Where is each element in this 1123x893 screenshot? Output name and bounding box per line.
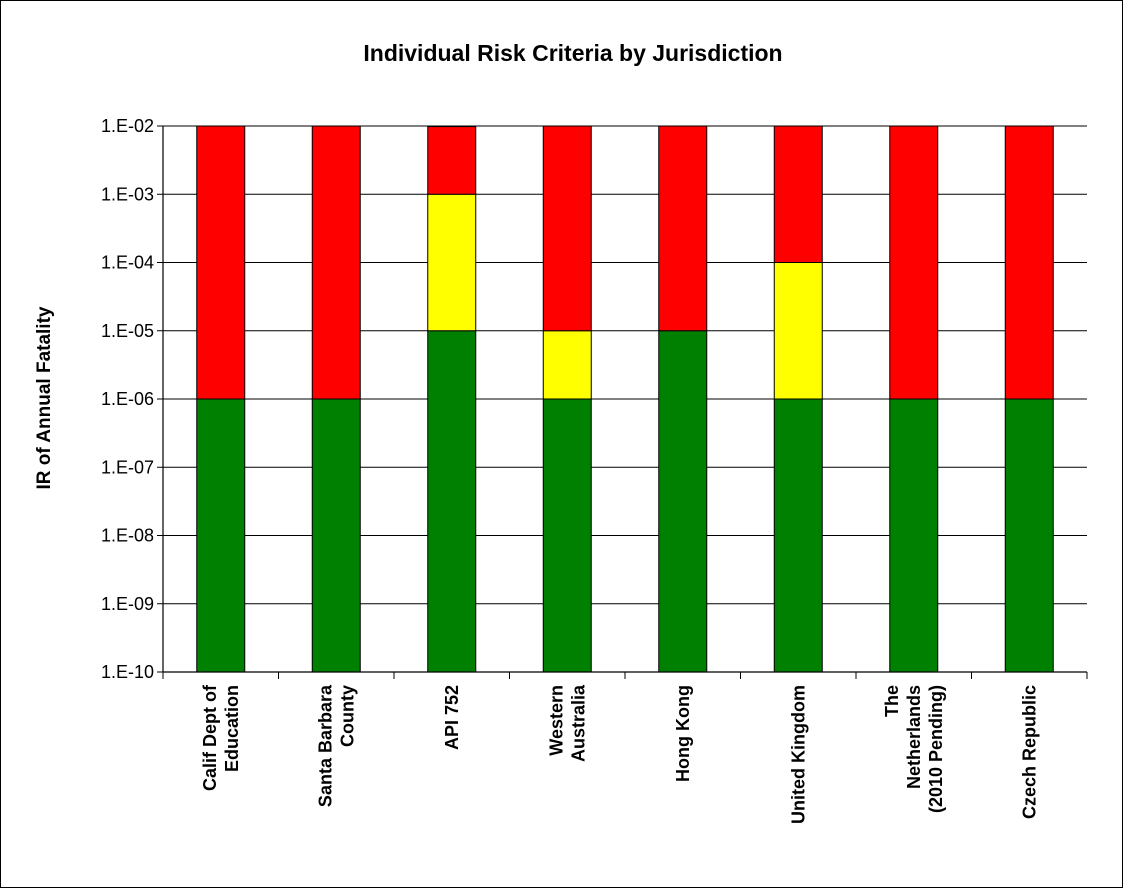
x-tick-label-line: Santa Barbara	[315, 684, 335, 807]
bar-segment	[890, 126, 938, 399]
bar-segment	[1005, 126, 1053, 399]
y-axis-label: IR of Annual Fatality	[34, 306, 55, 489]
x-tick-label-line: The	[882, 685, 902, 717]
bar-segment	[774, 399, 822, 672]
x-tick-label: Hong Kong	[673, 685, 693, 782]
bar-segment	[312, 399, 360, 672]
y-tick-label: 1.E-06	[101, 389, 154, 409]
chart-title: Individual Risk Criteria by Jurisdiction	[363, 40, 782, 66]
bar-segment	[428, 194, 476, 331]
bar-segment	[1005, 399, 1053, 672]
bar-segment	[659, 126, 707, 331]
x-tick-label: Czech Republic	[1019, 685, 1039, 819]
x-tick-label: API 752	[442, 685, 462, 750]
bar-segment	[428, 127, 476, 195]
x-tick-label-line: API 752	[442, 685, 462, 750]
bar-segment	[774, 126, 822, 263]
x-tick-label-line: Calif Dept of	[200, 684, 220, 791]
x-tick-label-line: Netherlands	[904, 685, 924, 789]
x-tick-label-line: County	[337, 685, 357, 747]
x-tick-label-line: Czech Republic	[1019, 685, 1039, 819]
y-tick-label: 1.E-03	[101, 184, 154, 204]
y-tick-labels: 1.E-10 1.E-09 1.E-08 1.E-07 1.E-06 1.E-05 1.E-…	[101, 116, 154, 682]
bar-segment	[543, 399, 591, 672]
y-tick-label: 1.E-08	[101, 526, 154, 546]
bar-segment	[197, 399, 245, 672]
bar-segment	[543, 126, 591, 331]
bar-segment	[774, 263, 822, 400]
x-tick-label: United Kingdom	[788, 685, 808, 824]
x-tick-label-line: Western	[546, 685, 566, 756]
y-tick-label: 1.E-09	[101, 594, 154, 614]
y-tick-label: 1.E-10	[101, 662, 154, 682]
y-tick-label: 1.E-04	[101, 253, 154, 273]
bar-segment	[543, 331, 591, 399]
x-tick-label-line: Australia	[568, 684, 588, 762]
x-tick-label-line: (2010 Pending)	[926, 685, 946, 813]
bar-segment	[659, 331, 707, 672]
y-tick-label: 1.E-05	[101, 321, 154, 341]
bar-segment	[312, 126, 360, 399]
y-tick-label: 1.E-02	[101, 116, 154, 136]
x-tick-label-line: Education	[222, 685, 242, 772]
bar-segment	[197, 126, 245, 399]
x-tick-label-line: United Kingdom	[788, 685, 808, 824]
x-tick-label-line: Hong Kong	[673, 685, 693, 782]
bar-segment	[428, 331, 476, 672]
y-tick-label: 1.E-07	[101, 457, 154, 477]
bar-segment	[890, 399, 938, 672]
